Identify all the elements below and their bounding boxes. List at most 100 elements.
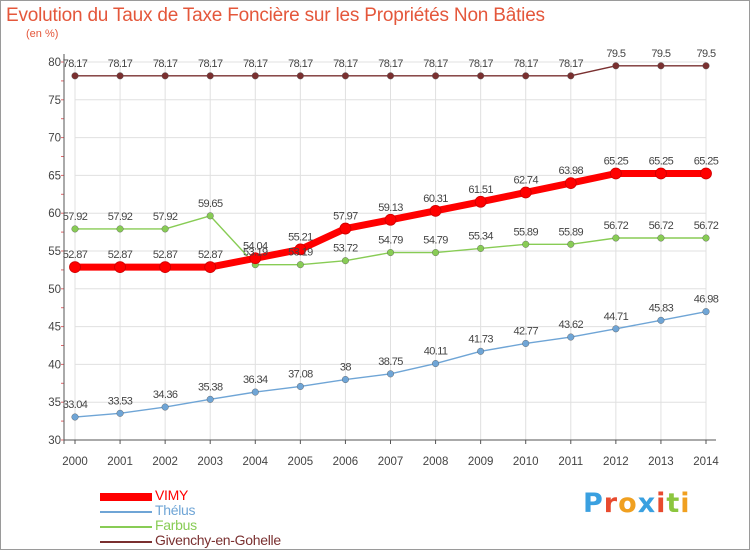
data-label-th-lus: 37.08 — [288, 368, 313, 380]
data-point-farbus — [116, 225, 124, 233]
data-point-vimy — [474, 195, 487, 208]
data-point-givenchy-en-gohelle — [387, 72, 395, 80]
x-tick-label: 2008 — [423, 456, 449, 468]
data-point-th-lus — [567, 333, 575, 341]
data-label-farbus: 56.72 — [694, 220, 719, 232]
data-label-givenchy-en-gohelle: 79.5 — [651, 48, 670, 60]
data-label-farbus: 54.79 — [423, 235, 448, 247]
data-label-farbus: 53.19 — [243, 247, 268, 259]
data-label-vimy: 54.04 — [243, 240, 268, 252]
data-point-th-lus — [477, 347, 485, 355]
data-point-givenchy-en-gohelle — [71, 72, 79, 80]
legend-swatch-givenchy — [100, 541, 152, 543]
data-label-th-lus: 43.62 — [559, 319, 584, 331]
data-label-farbus: 54.79 — [378, 235, 403, 247]
legend-label-farbus: Farbus — [155, 517, 197, 533]
data-point-givenchy-en-gohelle — [251, 72, 259, 80]
data-label-vimy: 63.98 — [559, 165, 584, 177]
data-label-givenchy-en-gohelle: 78.17 — [63, 58, 88, 70]
chart-title: Evolution du Taux de Taxe Foncière sur l… — [6, 5, 545, 26]
data-label-givenchy-en-gohelle: 78.17 — [108, 58, 133, 70]
data-point-givenchy-en-gohelle — [612, 62, 620, 70]
data-point-vimy — [159, 261, 172, 274]
data-label-vimy: 52.87 — [108, 249, 133, 261]
data-label-farbus: 56.72 — [604, 220, 629, 232]
data-point-vimy — [429, 204, 442, 217]
data-point-th-lus — [341, 376, 349, 384]
data-label-vimy: 65.25 — [649, 156, 674, 168]
y-tick-label: 30 — [48, 435, 61, 447]
data-label-farbus: 59.65 — [198, 198, 223, 210]
data-label-givenchy-en-gohelle: 78.17 — [513, 58, 538, 70]
data-point-givenchy-en-gohelle — [161, 72, 169, 80]
data-point-th-lus — [702, 308, 710, 316]
x-tick-label: 2009 — [468, 456, 494, 468]
data-label-givenchy-en-gohelle: 78.17 — [153, 58, 178, 70]
y-tick-label: 55 — [48, 246, 61, 258]
data-label-givenchy-en-gohelle: 78.17 — [559, 58, 584, 70]
data-label-th-lus: 44.71 — [604, 311, 629, 323]
data-label-th-lus: 40.11 — [424, 346, 448, 358]
data-label-vimy: 65.25 — [604, 156, 629, 168]
logo-letter: t — [666, 488, 681, 519]
data-label-farbus: 55.34 — [468, 230, 493, 242]
data-label-th-lus: 34.36 — [153, 389, 178, 401]
data-point-th-lus — [612, 325, 620, 333]
data-point-th-lus — [116, 409, 124, 417]
x-tick-label: 2006 — [333, 456, 359, 468]
data-label-vimy: 59.13 — [378, 202, 403, 214]
data-label-th-lus: 33.04 — [63, 399, 88, 411]
y-tick-label: 35 — [48, 397, 61, 409]
x-tick-label: 2004 — [242, 456, 268, 468]
data-label-farbus: 57.92 — [63, 211, 88, 223]
data-point-givenchy-en-gohelle — [432, 72, 440, 80]
data-point-givenchy-en-gohelle — [206, 72, 214, 80]
data-label-th-lus: 33.53 — [108, 395, 133, 407]
data-point-farbus — [296, 261, 304, 269]
data-point-th-lus — [522, 339, 530, 347]
legend-label-vimy: VIMY — [155, 487, 189, 503]
data-point-givenchy-en-gohelle — [522, 72, 530, 80]
data-label-vimy: 61.51 — [468, 184, 493, 196]
x-tick-label: 2002 — [152, 456, 178, 468]
data-point-vimy — [204, 261, 217, 274]
data-point-givenchy-en-gohelle — [702, 62, 710, 70]
data-label-vimy: 60.31 — [423, 193, 448, 205]
logo-letter: i — [680, 488, 691, 519]
data-point-vimy — [384, 213, 397, 226]
data-point-th-lus — [71, 413, 79, 421]
x-tick-label: 2001 — [107, 456, 133, 468]
legend-swatch-vimy — [100, 493, 152, 501]
data-label-th-lus: 38 — [340, 362, 352, 374]
logo-letter: P — [583, 488, 604, 519]
data-point-farbus — [657, 234, 665, 242]
y-tick-label: 40 — [48, 359, 61, 371]
y-tick-label: 50 — [48, 284, 61, 296]
x-tick-label: 2012 — [603, 456, 629, 468]
y-tick-label: 60 — [48, 208, 61, 220]
data-label-th-lus: 35.38 — [198, 381, 223, 393]
data-label-farbus: 53.19 — [288, 247, 313, 259]
x-tick-label: 2013 — [648, 456, 674, 468]
logo-letter: i — [656, 488, 667, 519]
x-tick-label: 2005 — [288, 456, 314, 468]
data-point-vimy — [609, 167, 622, 180]
x-tick-label: 2010 — [513, 456, 539, 468]
data-point-givenchy-en-gohelle — [657, 62, 665, 70]
y-tick-label: 65 — [48, 170, 61, 182]
data-point-farbus — [522, 240, 530, 248]
y-tick-label: 70 — [48, 133, 61, 145]
data-label-vimy: 57.97 — [333, 211, 358, 223]
x-tick-label: 2000 — [62, 456, 88, 468]
data-point-vimy — [519, 186, 532, 199]
data-point-th-lus — [161, 403, 169, 411]
data-point-farbus — [71, 225, 79, 233]
data-point-vimy — [114, 261, 126, 274]
data-point-farbus — [477, 244, 485, 252]
data-point-vimy — [249, 252, 262, 265]
data-point-givenchy-en-gohelle — [116, 72, 124, 80]
x-tick-label: 2014 — [693, 456, 719, 468]
y-tick-label: 75 — [48, 95, 61, 107]
data-point-th-lus — [657, 316, 665, 324]
